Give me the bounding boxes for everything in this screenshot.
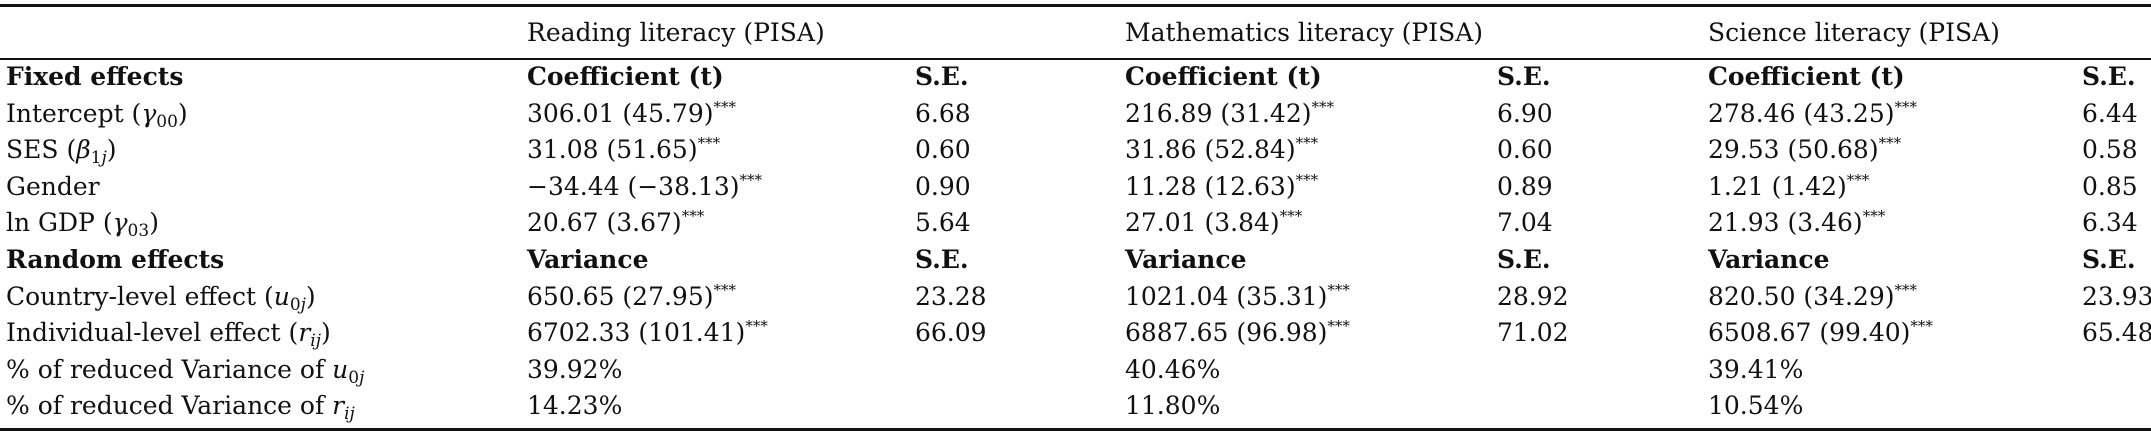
fixed-effects-header-row: Fixed effects Coefficient (t) S.E. Coeffici… <box>0 60 2151 94</box>
cell-math-coefficient: 216.89 (31.42)*** <box>1125 97 1334 128</box>
cell-math-se: S.E. <box>1497 245 1551 274</box>
cell-science-coefficient: 820.50 (34.29)*** <box>1708 280 1917 311</box>
header-rule <box>0 58 2151 60</box>
cell-math-coefficient: Coefficient (t) <box>1125 62 1322 91</box>
cell-reading-coefficient: 650.65 (27.95)*** <box>527 280 736 311</box>
cell-label: Individual-level effect (rij) <box>6 318 331 352</box>
cell-science-se: S.E. <box>2082 62 2136 91</box>
cell-reading-se: 5.64 <box>915 208 971 238</box>
cell-label: SES (β1j) <box>6 135 117 169</box>
ses-row: SES (β1j) 31.08 (51.65)*** 0.60 31.86 (52.8… <box>0 133 2151 167</box>
top-rule <box>0 4 2151 7</box>
intercept-row: Intercept (γ00) 306.01 (45.79)*** 6.68 216.… <box>0 97 2151 131</box>
cell-reading-coefficient: 39.92% <box>527 354 623 384</box>
cell-label: Fixed effects <box>6 62 184 91</box>
cell-math-se: 6.90 <box>1497 98 1553 128</box>
cell-reading-coefficient: 6702.33 (101.41)*** <box>527 317 768 348</box>
cell-math-se: 28.92 <box>1497 281 1569 311</box>
cell-reading-coefficient: −34.44 (−38.13)*** <box>527 170 762 201</box>
cell-math-se: S.E. <box>1497 62 1551 91</box>
cell-reading-coefficient: 31.08 (51.65)*** <box>527 134 721 165</box>
cell-math-coefficient: Variance <box>1125 245 1247 274</box>
individual-level-row: Individual-level effect (rij) 6702.33 (10… <box>0 316 2151 350</box>
cell-science-coefficient: Variance <box>1708 245 1830 274</box>
cell-science-coefficient: 21.93 (3.46)*** <box>1708 207 1886 238</box>
cell-math-coefficient: 11.28 (12.63)*** <box>1125 170 1319 201</box>
cell-label: % of reduced Variance of rij <box>6 391 355 425</box>
cell-math-coefficient: 31.86 (52.84)*** <box>1125 134 1319 165</box>
reduced-variance-r-row: % of reduced Variance of rij 14.23% 11.80%… <box>0 389 2151 423</box>
cell-math-coefficient: 27.01 (3.84)*** <box>1125 207 1303 238</box>
cell-science-coefficient: 10.54% <box>1708 391 1804 421</box>
cell-science-se: 0.85 <box>2082 171 2138 201</box>
cell-reading-se: S.E. <box>915 245 969 274</box>
cell-math-coefficient: 40.46% <box>1125 354 1221 384</box>
cell-label: % of reduced Variance of u0j <box>6 354 365 388</box>
cell-reading-se: 66.09 <box>915 318 987 348</box>
cell-reading-se: S.E. <box>915 62 969 91</box>
ln-gdp-row: ln GDP (γ03) 20.67 (3.67)*** 5.64 27.01 (3.… <box>0 206 2151 240</box>
cell-math-coefficient: 11.80% <box>1125 391 1221 421</box>
cell-math-se: 0.89 <box>1497 171 1553 201</box>
cell-science-se: S.E. <box>2082 245 2136 274</box>
cell-math-coefficient: 1021.04 (35.31)*** <box>1125 280 1350 311</box>
cell-reading-coefficient: 20.67 (3.67)*** <box>527 207 705 238</box>
reduced-variance-u-row: % of reduced Variance of u0j 39.92% 40.46%… <box>0 353 2151 387</box>
cell-label: ln GDP (γ03) <box>6 208 159 242</box>
cell-science-coefficient: Coefficient (t) <box>1708 62 1905 91</box>
cell-science-coefficient: 39.41% <box>1708 354 1804 384</box>
cell-reading-coefficient: Coefficient (t) <box>527 62 724 91</box>
cell-label: Gender <box>6 171 100 201</box>
cell-reading-coefficient: Variance <box>527 245 649 274</box>
cell-reading-se: 23.28 <box>915 281 987 311</box>
bottom-rule <box>0 428 2151 431</box>
cell-math-se: 0.60 <box>1497 135 1553 165</box>
cell-label: Random effects <box>6 245 225 274</box>
cell-math-coefficient: 6887.65 (96.98)*** <box>1125 317 1350 348</box>
cell-math-se: 71.02 <box>1497 318 1569 348</box>
gender-row: Gender −34.44 (−38.13)*** 0.90 11.28 (12.63… <box>0 170 2151 204</box>
group-header-mathematics: Mathematics literacy (PISA) <box>1125 18 1484 47</box>
cell-reading-se: 6.68 <box>915 98 971 128</box>
cell-reading-se: 0.90 <box>915 171 971 201</box>
country-level-row: Country-level effect (u0j) 650.65 (27.95)… <box>0 280 2151 314</box>
cell-science-coefficient: 1.21 (1.42)*** <box>1708 170 1870 201</box>
cell-science-coefficient: 6508.67 (99.40)*** <box>1708 317 1933 348</box>
cell-label: Intercept (γ00) <box>6 98 188 132</box>
cell-science-se: 6.44 <box>2082 98 2138 128</box>
cell-science-se: 6.34 <box>2082 208 2138 238</box>
group-header-reading: Reading literacy (PISA) <box>527 18 825 47</box>
cell-science-coefficient: 29.53 (50.68)*** <box>1708 134 1902 165</box>
cell-label: Country-level effect (u0j) <box>6 281 316 315</box>
cell-reading-coefficient: 14.23% <box>527 391 623 421</box>
cell-science-se: 0.58 <box>2082 135 2138 165</box>
random-effects-header-row: Random effects Variance S.E. Variance S.E. Va… <box>0 243 2151 277</box>
group-header-science: Science literacy (PISA) <box>1708 18 2000 47</box>
cell-science-coefficient: 278.46 (43.25)*** <box>1708 97 1917 128</box>
cell-science-se: 65.48 <box>2082 318 2151 348</box>
cell-reading-coefficient: 306.01 (45.79)*** <box>527 97 736 128</box>
cell-reading-se: 0.60 <box>915 135 971 165</box>
cell-science-se: 23.93 <box>2082 281 2151 311</box>
cell-math-se: 7.04 <box>1497 208 1553 238</box>
